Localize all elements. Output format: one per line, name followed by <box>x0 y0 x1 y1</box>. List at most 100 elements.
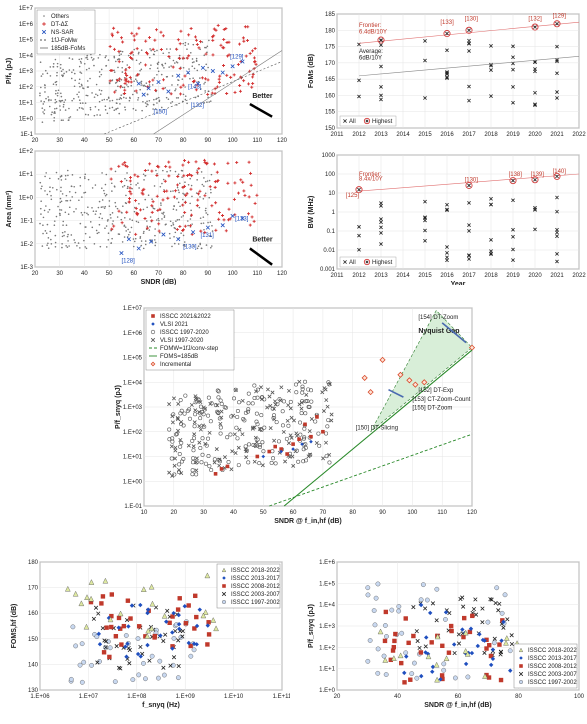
x-tick-label: 2011 <box>331 273 345 279</box>
data-point <box>259 385 264 390</box>
data-point <box>136 81 141 86</box>
data-point <box>132 58 134 61</box>
y-tick-label: 1E-2 <box>20 242 33 248</box>
data-point <box>191 79 195 83</box>
data-point <box>164 223 167 226</box>
data-point <box>217 77 221 81</box>
data-point <box>279 447 283 451</box>
data-point <box>204 209 207 212</box>
data-point <box>423 96 427 100</box>
data-point <box>195 204 199 208</box>
y-tick-label: 1E+7 <box>19 6 34 12</box>
trend-line <box>358 56 580 77</box>
data-point <box>203 194 207 198</box>
data-point <box>54 92 57 95</box>
data-point <box>188 68 190 70</box>
x-tick-label: 2014 <box>396 132 410 138</box>
legend-label: ISSCC 2003-2007 <box>231 592 280 598</box>
data-point <box>379 93 383 98</box>
legend-label: VLSI 1997-2020 <box>160 338 204 344</box>
data-point <box>414 629 419 634</box>
data-point <box>116 98 118 101</box>
chart-power-sndr: 20 40 60 80 1001.E+01.E+11.E+21.E+31.E+41.E+… <box>308 560 585 709</box>
data-point <box>96 232 99 235</box>
data-point <box>109 624 114 630</box>
data-point <box>155 219 158 221</box>
data-point <box>224 27 228 31</box>
data-point <box>211 53 215 57</box>
data-point <box>109 100 111 102</box>
data-point <box>108 45 112 49</box>
data-point <box>145 627 152 634</box>
data-point <box>303 399 308 404</box>
data-point <box>111 106 114 109</box>
data-point <box>241 180 245 184</box>
data-point <box>467 98 471 103</box>
data-point <box>176 638 181 643</box>
data-point <box>130 50 134 54</box>
data-point <box>533 102 537 107</box>
data-point <box>305 399 310 404</box>
data-point <box>195 170 199 174</box>
data-point <box>170 614 175 619</box>
data-point <box>152 108 154 110</box>
data-point <box>236 463 241 468</box>
data-point <box>121 86 124 89</box>
data-point <box>70 234 73 236</box>
data-point <box>106 112 109 115</box>
data-point <box>467 41 471 46</box>
data-point <box>499 610 505 616</box>
annotation: [143] <box>188 84 202 90</box>
y-tick-label: 1.E+6 <box>319 560 336 566</box>
data-point <box>98 216 101 219</box>
data-point <box>178 437 183 442</box>
data-point <box>113 71 116 73</box>
data-point <box>195 57 198 60</box>
data-point <box>221 567 227 572</box>
data-point <box>555 57 559 62</box>
data-point <box>94 634 100 640</box>
data-point <box>99 114 101 116</box>
data-point <box>448 623 454 629</box>
data-point <box>42 22 46 26</box>
data-point <box>184 44 187 47</box>
data-point <box>113 109 116 112</box>
data-point <box>114 205 117 208</box>
data-point <box>204 52 208 56</box>
data-point <box>148 162 152 166</box>
data-point <box>173 242 176 245</box>
data-point <box>117 66 119 69</box>
data-point <box>129 218 131 220</box>
data-point <box>97 57 100 59</box>
data-point <box>73 210 75 213</box>
data-point <box>250 401 255 406</box>
data-point <box>65 224 68 227</box>
data-point <box>205 642 210 647</box>
data-point <box>193 35 197 39</box>
data-point <box>434 586 440 592</box>
data-point <box>136 246 141 251</box>
y-tick-label: 130 <box>28 688 39 694</box>
data-point <box>160 204 162 206</box>
data-point <box>194 614 199 620</box>
data-point <box>220 70 225 75</box>
data-point <box>101 650 107 655</box>
data-point <box>205 623 210 628</box>
data-point <box>78 58 81 61</box>
data-point <box>64 178 67 180</box>
x-tick-label: 50 <box>106 138 113 144</box>
data-point <box>391 644 397 650</box>
data-point <box>93 243 96 245</box>
data-point <box>300 390 305 395</box>
data-point <box>151 78 155 82</box>
data-point <box>226 54 230 58</box>
data-point <box>173 226 176 229</box>
data-point <box>445 245 449 249</box>
data-point <box>504 635 510 641</box>
data-point <box>183 201 187 205</box>
data-point <box>141 109 143 112</box>
data-point <box>182 42 185 45</box>
data-point <box>150 337 156 343</box>
y-tick-label: 1.E+02 <box>123 430 143 436</box>
data-point <box>113 90 117 94</box>
